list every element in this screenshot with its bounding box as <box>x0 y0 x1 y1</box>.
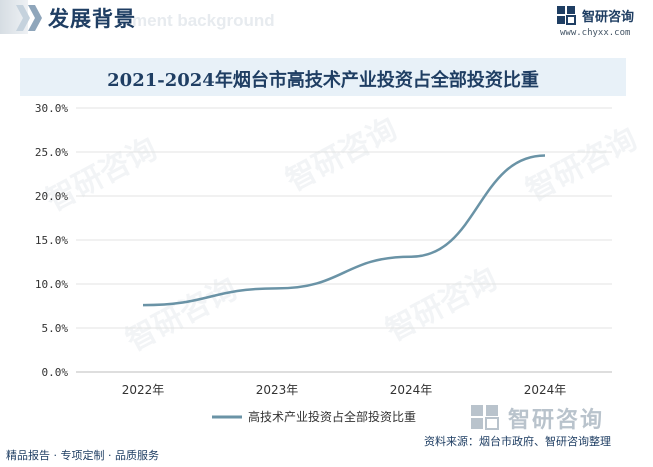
chart-title-band <box>20 58 626 96</box>
source-note: 资料来源：烟台市政府、智研咨询整理 <box>424 435 611 448</box>
y-tick-label: 30.0% <box>35 102 68 115</box>
y-tick-label: 15.0% <box>35 234 68 247</box>
x-axis-ticks: 2022年 2023年 2024年 2024年 <box>122 383 567 397</box>
brand-name: 智研咨询 <box>582 10 635 25</box>
x-tick-label: 2022年 <box>122 383 165 397</box>
y-tick-label: 25.0% <box>35 146 68 159</box>
y-tick-label: 0.0% <box>42 366 69 379</box>
y-tick-label: 5.0% <box>42 322 69 335</box>
footer-brand: 智研咨询 <box>508 408 605 433</box>
chart-title: 2021-2024年烟台市高技术产业投资占全部投资比重 <box>107 70 539 91</box>
footer-tagline: 精品报告 · 专项定制 · 品质服务 <box>6 449 159 462</box>
y-tick-label: 20.0% <box>35 190 68 203</box>
legend-label: 高技术产业投资占全部投资比重 <box>248 409 416 424</box>
chevron-right-icon <box>28 5 42 31</box>
series-line <box>142 154 546 307</box>
section-header: ment background 发展背景 智研咨询 www.chyxx.com <box>0 0 653 40</box>
chevron-right-icon <box>16 5 30 31</box>
header-subtitle: ment background <box>132 11 275 30</box>
series-lines <box>142 154 546 307</box>
y-axis-ticks: 0.0% 5.0% 10.0% 15.0% 20.0% 25.0% 30.0% <box>35 102 68 379</box>
legend: 高技术产业投资占全部投资比重 <box>212 409 416 424</box>
x-tick-label: 2024年 <box>524 383 567 397</box>
gridlines <box>76 107 612 373</box>
x-tick-label: 2023年 <box>256 383 299 397</box>
header-title: 发展背景 <box>48 6 136 31</box>
x-tick-label: 2024年 <box>390 383 433 397</box>
brand-url: www.chyxx.com <box>560 28 631 38</box>
y-tick-label: 10.0% <box>35 278 68 291</box>
brand-logo-icon <box>557 6 576 25</box>
footer-logo-icon <box>471 405 499 430</box>
